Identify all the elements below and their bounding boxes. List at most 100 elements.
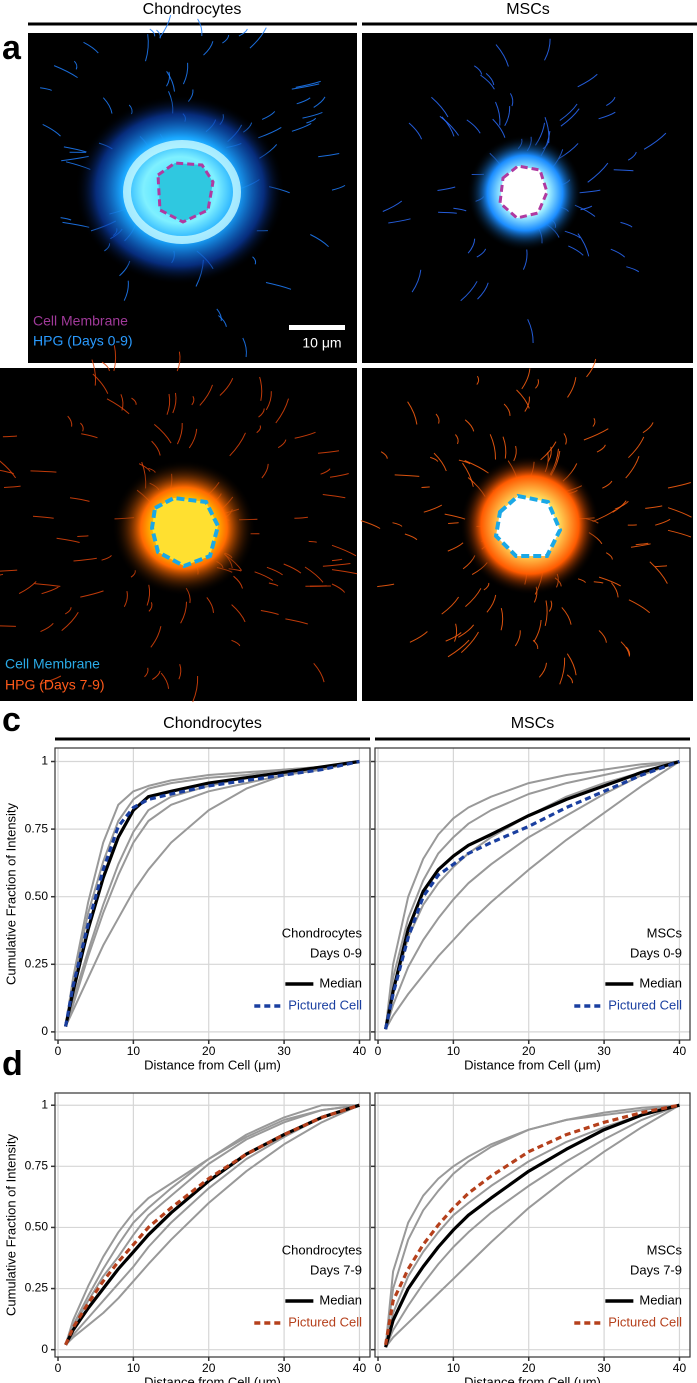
series-line	[384, 759, 680, 1030]
fiber	[527, 319, 534, 344]
x-tick-label: 30	[597, 1361, 611, 1375]
fiber	[577, 73, 598, 88]
fiber	[559, 103, 578, 121]
fiber	[583, 428, 609, 441]
fiber	[388, 218, 411, 224]
fiber	[322, 494, 346, 499]
fiber	[222, 34, 230, 44]
fiber	[563, 433, 567, 445]
fiber	[476, 375, 480, 385]
annotation: Days 7-9	[310, 1262, 362, 1277]
x-tick-label: 0	[55, 1044, 62, 1058]
fiber	[509, 93, 514, 107]
fiber	[492, 118, 506, 138]
fiber	[91, 359, 97, 386]
fiber	[592, 418, 596, 427]
fiber	[42, 123, 61, 137]
cell-line	[64, 1104, 360, 1346]
fiber	[67, 415, 73, 427]
fiber	[156, 29, 161, 39]
y-tick-label: 1	[41, 754, 48, 768]
fiber	[331, 583, 346, 593]
fiber	[522, 249, 528, 270]
fiber	[258, 408, 265, 418]
fiber	[502, 436, 507, 459]
fiber	[524, 396, 530, 412]
annotation: Days 7-9	[630, 1262, 682, 1277]
fiber	[120, 394, 124, 411]
fiber	[667, 529, 692, 538]
fiber	[304, 566, 324, 583]
fiber	[182, 62, 189, 85]
fiber	[474, 65, 483, 75]
fiber	[433, 452, 447, 472]
fiber	[80, 422, 84, 432]
cell-line	[64, 1104, 360, 1346]
cell-line	[384, 760, 680, 1030]
y-tick-label: 1	[41, 1097, 48, 1111]
cell-line	[384, 1104, 680, 1348]
fiber	[503, 403, 511, 416]
fiber	[176, 351, 181, 372]
annotation: Chondrocytes	[282, 925, 363, 940]
fiber	[291, 122, 312, 132]
fiber	[166, 393, 171, 415]
fiber	[203, 41, 214, 56]
fiber	[259, 376, 263, 401]
fiber	[322, 563, 351, 567]
fiber	[445, 632, 462, 642]
fiber	[2, 435, 18, 438]
fiber	[317, 450, 340, 454]
fiber	[439, 115, 460, 136]
fiber	[34, 583, 61, 587]
fiber	[56, 537, 80, 543]
x-tick-label: 20	[522, 1361, 536, 1375]
fiber	[261, 111, 276, 120]
fiber	[306, 117, 317, 124]
fiber	[635, 542, 649, 546]
x-tick-label: 20	[522, 1044, 536, 1058]
fiber	[83, 41, 99, 54]
x-axis-title: Distance from Cell (μm)	[144, 1374, 281, 1383]
series-line	[64, 1103, 360, 1346]
fiber	[0, 569, 18, 572]
cell-line	[384, 1104, 680, 1348]
y-tick-label: 0	[41, 1342, 48, 1356]
fiber	[454, 623, 458, 642]
y-tick-label: 0	[41, 1024, 48, 1038]
fiber	[437, 186, 456, 191]
fiber	[145, 34, 149, 62]
scale-bar-label: 10 μm	[302, 335, 341, 351]
plot-frame	[54, 747, 371, 1041]
scale-bar	[289, 325, 345, 330]
fiber	[260, 610, 279, 615]
fiber	[643, 132, 667, 150]
fiber	[131, 397, 137, 405]
fiber	[106, 398, 130, 415]
x-tick-label: 30	[277, 1044, 291, 1058]
fiber	[544, 600, 548, 627]
x-axis-title: Distance from Cell (μm)	[464, 1057, 601, 1072]
fiber	[521, 368, 531, 390]
fiber	[447, 542, 464, 552]
fiber	[39, 675, 62, 685]
fiber	[296, 97, 311, 105]
fiber	[231, 639, 241, 647]
fiber	[331, 569, 358, 575]
fiber	[313, 96, 326, 108]
fiber	[504, 106, 511, 127]
fiber	[514, 630, 521, 647]
x-tick-label: 0	[375, 1044, 382, 1058]
x-tick-label: 20	[202, 1361, 216, 1375]
fiber	[231, 604, 246, 623]
fiber	[101, 361, 110, 372]
fiber	[642, 422, 654, 434]
fiber	[567, 377, 577, 398]
fiber	[580, 205, 593, 211]
legend-hpg: HPG (Days 7-9)	[5, 677, 105, 693]
fiber	[92, 373, 109, 394]
fiber	[102, 97, 113, 114]
fiber	[586, 358, 597, 378]
fiber	[535, 379, 539, 389]
cell-line	[64, 1104, 360, 1346]
